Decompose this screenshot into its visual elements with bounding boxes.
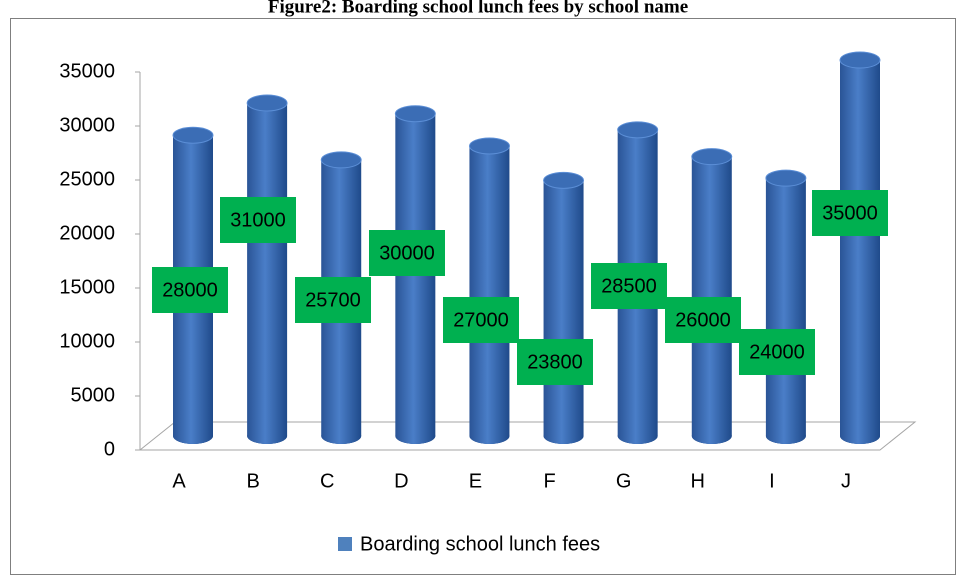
data-label: 27000 <box>453 309 509 331</box>
x-tick-label: I <box>769 470 775 492</box>
data-label: 30000 <box>379 242 435 264</box>
y-tick-label: 20000 <box>59 222 115 244</box>
bar-cap <box>543 171 585 189</box>
bar <box>840 60 880 444</box>
legend-label: Boarding school lunch fees <box>360 533 600 555</box>
data-label: 24000 <box>749 341 805 363</box>
bar-cap <box>394 105 436 123</box>
x-tick-label: F <box>543 470 555 492</box>
data-label: 35000 <box>822 202 878 224</box>
bar-cap <box>172 126 214 144</box>
x-tick-label: H <box>691 470 705 492</box>
chart-title: Figure2: Boarding school lunch fees by s… <box>268 0 688 17</box>
y-tick-label: 15000 <box>59 276 115 298</box>
y-tick-label: 30000 <box>59 114 115 136</box>
x-tick-label: B <box>246 470 259 492</box>
data-label: 28000 <box>162 279 218 301</box>
data-label-box <box>665 297 741 343</box>
data-label: 28500 <box>601 275 657 297</box>
bar <box>469 145 510 444</box>
legend-swatch <box>338 537 352 551</box>
y-tick-label: 10000 <box>59 330 115 352</box>
bar <box>247 102 288 444</box>
data-label-box <box>369 230 445 276</box>
y-tick-label: 25000 <box>59 168 115 190</box>
data-label: 23800 <box>527 351 583 373</box>
bar-cap <box>320 151 362 169</box>
data-label-box <box>812 190 888 236</box>
y-tick-label: 35000 <box>59 60 115 82</box>
x-tick-label: E <box>469 470 482 492</box>
data-label: 25700 <box>305 289 361 311</box>
y-tick-label: 0 <box>104 438 115 460</box>
bar <box>395 113 436 444</box>
data-label-box <box>443 297 519 343</box>
data-label-box <box>152 267 228 313</box>
x-tick-label: D <box>394 470 408 492</box>
bar-cap <box>468 137 510 155</box>
data-label: 26000 <box>675 309 731 331</box>
data-label: 31000 <box>230 209 286 231</box>
data-label-box <box>220 197 296 243</box>
data-label-box <box>517 339 593 385</box>
bar-cap <box>765 169 807 187</box>
bar <box>543 180 584 444</box>
x-tick-label: G <box>616 470 632 492</box>
y-tick-label: 5000 <box>71 384 116 406</box>
bar-cap <box>617 121 659 139</box>
bar-cap <box>839 51 881 69</box>
bar-cap <box>691 148 733 166</box>
data-label-box <box>295 277 371 323</box>
x-tick-label: A <box>172 470 186 492</box>
data-label-box <box>591 263 667 309</box>
bar-cap <box>246 94 288 112</box>
data-label-box <box>739 329 815 375</box>
bar <box>765 178 806 444</box>
x-tick-label: J <box>841 470 851 492</box>
x-tick-label: C <box>320 470 334 492</box>
